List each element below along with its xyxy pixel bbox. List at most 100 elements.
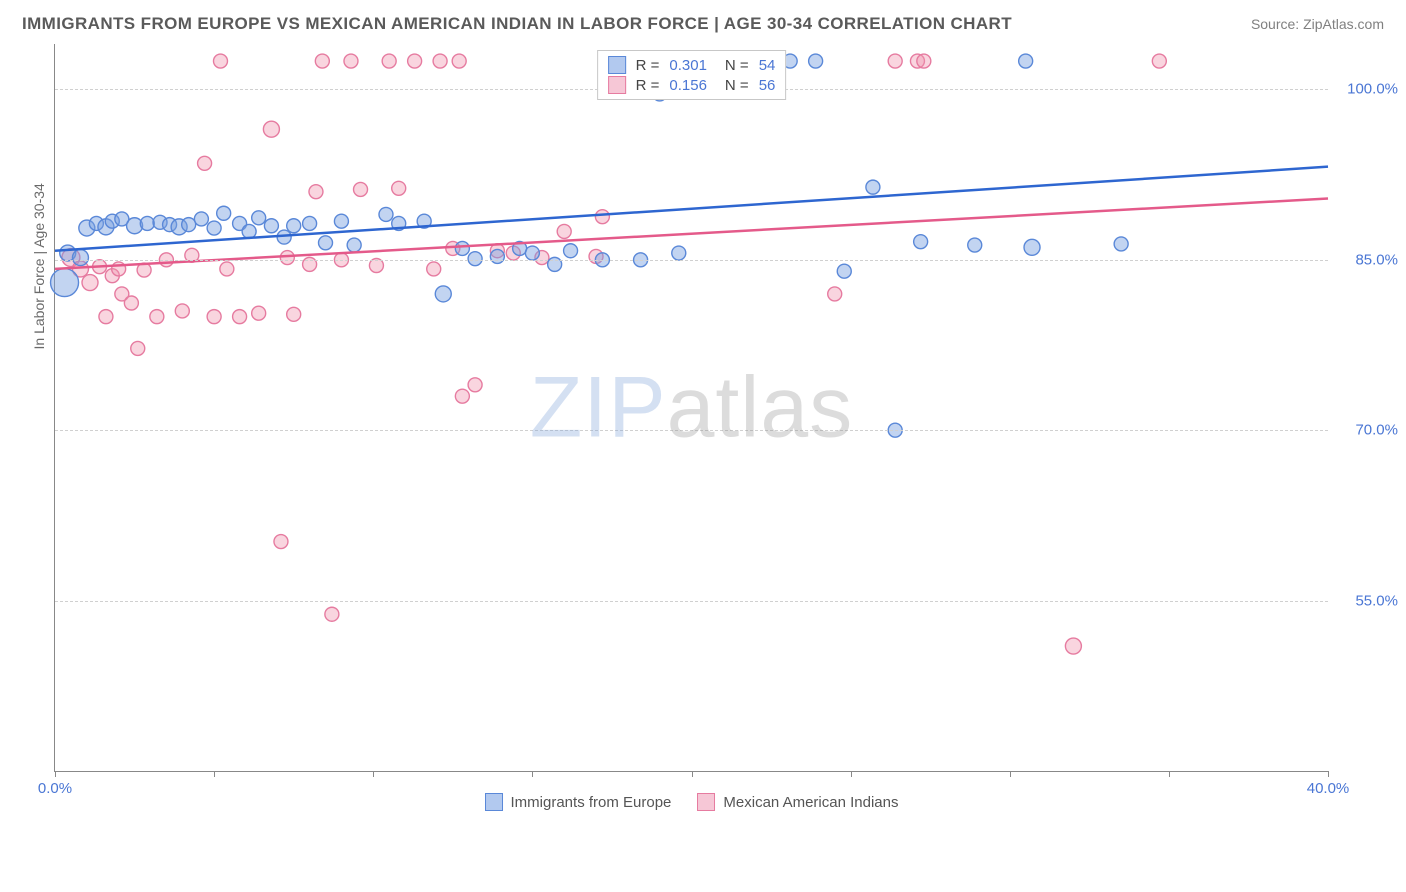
x-tick bbox=[55, 771, 56, 777]
x-tick bbox=[1169, 771, 1170, 777]
x-tick bbox=[532, 771, 533, 777]
scatter-point bbox=[309, 185, 323, 199]
scatter-point bbox=[150, 310, 164, 324]
scatter-point bbox=[344, 54, 358, 68]
legend-swatch-icon bbox=[608, 76, 626, 94]
gridline-h bbox=[55, 430, 1328, 431]
scatter-point bbox=[315, 54, 329, 68]
x-tick-label: 0.0% bbox=[38, 780, 72, 797]
x-tick bbox=[851, 771, 852, 777]
legend-stats: R = 0.301N = 54R = 0.156N = 56 bbox=[597, 50, 787, 100]
y-tick-label: 55.0% bbox=[1338, 592, 1398, 609]
scatter-point bbox=[557, 224, 571, 238]
scatter-point bbox=[455, 241, 469, 255]
scatter-point bbox=[382, 54, 396, 68]
legend-item: Mexican American Indians bbox=[697, 793, 898, 811]
scatter-point bbox=[1019, 54, 1033, 68]
scatter-point bbox=[213, 54, 227, 68]
scatter-point bbox=[468, 252, 482, 266]
scatter-point bbox=[220, 262, 234, 276]
scatter-point bbox=[72, 250, 88, 266]
scatter-point bbox=[82, 275, 98, 291]
chart-container: In Labor Force | Age 30-34 ZIPatlas R = … bbox=[22, 44, 1340, 814]
scatter-point bbox=[392, 181, 406, 195]
scatter-point bbox=[968, 238, 982, 252]
y-tick-label: 100.0% bbox=[1338, 81, 1398, 98]
scatter-point bbox=[194, 212, 208, 226]
scatter-point bbox=[233, 310, 247, 324]
scatter-point bbox=[468, 378, 482, 392]
x-tick bbox=[214, 771, 215, 777]
scatter-point bbox=[287, 307, 301, 321]
scatter-point bbox=[525, 246, 539, 260]
scatter-point bbox=[917, 54, 931, 68]
x-tick bbox=[1328, 771, 1329, 777]
scatter-point bbox=[264, 219, 278, 233]
scatter-point bbox=[672, 246, 686, 260]
scatter-point bbox=[866, 180, 880, 194]
y-tick-label: 70.0% bbox=[1338, 422, 1398, 439]
legend-label: Immigrants from Europe bbox=[511, 794, 672, 811]
x-tick bbox=[373, 771, 374, 777]
chart-title: IMMIGRANTS FROM EUROPE VS MEXICAN AMERIC… bbox=[22, 14, 1012, 34]
scatter-point bbox=[888, 54, 902, 68]
scatter-point bbox=[427, 262, 441, 276]
scatter-point bbox=[347, 238, 361, 252]
y-axis-title: In Labor Force | Age 30-34 bbox=[31, 183, 47, 349]
scatter-point bbox=[175, 304, 189, 318]
chart-header: IMMIGRANTS FROM EUROPE VS MEXICAN AMERIC… bbox=[0, 0, 1406, 44]
plot-svg bbox=[55, 44, 1328, 771]
scatter-point bbox=[595, 210, 609, 224]
legend-label: Mexican American Indians bbox=[723, 794, 898, 811]
scatter-point bbox=[408, 54, 422, 68]
scatter-point bbox=[1024, 239, 1040, 255]
scatter-point bbox=[490, 249, 504, 263]
scatter-point bbox=[207, 221, 221, 235]
scatter-point bbox=[1152, 54, 1166, 68]
scatter-point bbox=[379, 207, 393, 221]
scatter-point bbox=[325, 607, 339, 621]
gridline-h bbox=[55, 260, 1328, 261]
scatter-point bbox=[131, 341, 145, 355]
scatter-point bbox=[252, 306, 266, 320]
chart-source: Source: ZipAtlas.com bbox=[1251, 16, 1384, 32]
scatter-point bbox=[837, 264, 851, 278]
scatter-point bbox=[354, 182, 368, 196]
legend-swatch-icon bbox=[697, 793, 715, 811]
scatter-point bbox=[263, 121, 279, 137]
legend-item: Immigrants from Europe bbox=[485, 793, 672, 811]
x-tick bbox=[692, 771, 693, 777]
plot-area: In Labor Force | Age 30-34 ZIPatlas R = … bbox=[54, 44, 1328, 772]
scatter-point bbox=[1114, 237, 1128, 251]
scatter-point bbox=[252, 211, 266, 225]
scatter-point bbox=[242, 224, 256, 238]
scatter-point bbox=[217, 206, 231, 220]
scatter-point bbox=[455, 389, 469, 403]
scatter-point bbox=[182, 218, 196, 232]
scatter-point bbox=[334, 214, 348, 228]
y-tick-label: 85.0% bbox=[1338, 251, 1398, 268]
scatter-point bbox=[564, 244, 578, 258]
x-tick bbox=[1010, 771, 1011, 777]
scatter-point bbox=[207, 310, 221, 324]
scatter-point bbox=[274, 535, 288, 549]
scatter-point bbox=[51, 269, 79, 297]
scatter-point bbox=[124, 296, 138, 310]
scatter-point bbox=[452, 54, 466, 68]
legend-stat-row: R = 0.156N = 56 bbox=[608, 75, 776, 95]
legend-stat-row: R = 0.301N = 54 bbox=[608, 55, 776, 75]
scatter-point bbox=[828, 287, 842, 301]
scatter-point bbox=[198, 156, 212, 170]
scatter-point bbox=[303, 216, 317, 230]
legend-swatch-icon bbox=[608, 56, 626, 74]
scatter-point bbox=[1065, 638, 1081, 654]
x-tick-label: 40.0% bbox=[1307, 780, 1350, 797]
legend-bottom: Immigrants from Europe Mexican American I… bbox=[485, 793, 899, 811]
scatter-point bbox=[140, 216, 154, 230]
scatter-point bbox=[287, 219, 301, 233]
legend-swatch-icon bbox=[485, 793, 503, 811]
scatter-point bbox=[433, 54, 447, 68]
scatter-point bbox=[914, 235, 928, 249]
scatter-point bbox=[809, 54, 823, 68]
scatter-point bbox=[99, 310, 113, 324]
